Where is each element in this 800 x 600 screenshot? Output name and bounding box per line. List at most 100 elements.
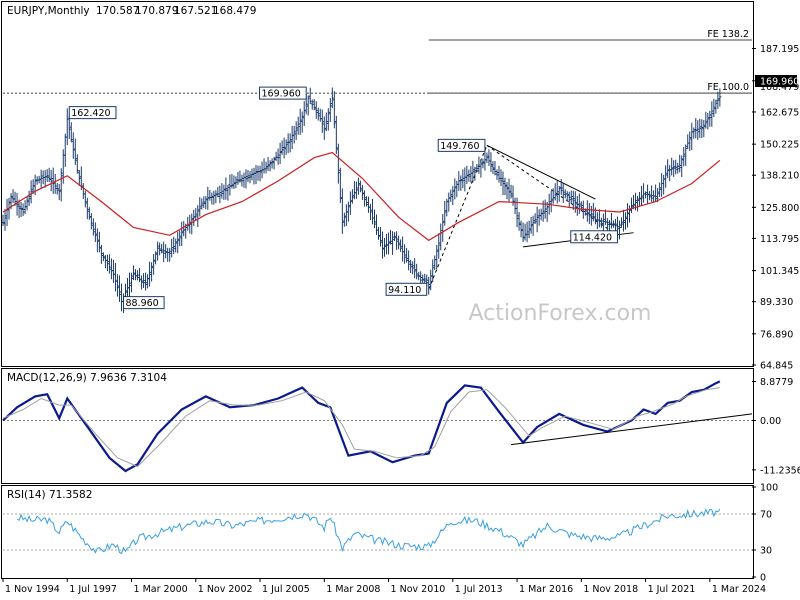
macd-y-tick-label: -11.2356 bbox=[760, 465, 800, 476]
ohlc-bar bbox=[439, 223, 443, 251]
ohlc-bar bbox=[288, 133, 292, 153]
ohlc-bar bbox=[19, 202, 23, 217]
macd-trend-line bbox=[510, 413, 753, 446]
ohlc-bar bbox=[704, 111, 708, 129]
ohlc-bar bbox=[132, 265, 136, 281]
ohlc-bar bbox=[73, 138, 77, 165]
ohlc-bar bbox=[111, 259, 115, 283]
ohlc-bar bbox=[178, 230, 182, 247]
ohlc-bar bbox=[346, 201, 350, 222]
ohlc-bar bbox=[228, 174, 232, 196]
rsi-y-tick-label: 70 bbox=[760, 510, 772, 521]
ohlc-bar bbox=[83, 190, 87, 208]
ohlc-bar bbox=[276, 148, 280, 165]
ohlc-bar bbox=[495, 169, 499, 180]
ohlc-bar bbox=[688, 131, 692, 151]
x-tick-label: 1 Nov 2002 bbox=[198, 584, 253, 595]
ohlc-bar bbox=[694, 118, 698, 139]
ohlc-bar bbox=[270, 158, 274, 169]
ohlc-bar bbox=[136, 270, 140, 281]
ohlc-bar bbox=[455, 180, 459, 198]
ohlc-bar bbox=[210, 192, 214, 205]
ohlc-bar bbox=[220, 183, 224, 199]
ohlc-bar bbox=[232, 175, 236, 189]
rsi-panel-frame bbox=[1, 485, 754, 579]
ohlc-bar bbox=[565, 191, 569, 202]
ohlc-bar bbox=[678, 154, 682, 173]
current-price-under: 168.479 bbox=[760, 82, 799, 93]
ohlc-bar bbox=[128, 272, 132, 298]
ohlc-bar bbox=[597, 209, 601, 228]
ohlc-bar bbox=[601, 213, 605, 234]
ohlc-bar bbox=[97, 231, 101, 253]
ohlc-bar bbox=[180, 221, 184, 247]
ohlc-bar bbox=[358, 180, 362, 193]
ohlc-bar bbox=[437, 233, 441, 259]
ohlc-bar bbox=[525, 221, 529, 243]
ohlc-bar bbox=[379, 226, 383, 247]
ohlc-bar bbox=[138, 267, 142, 283]
price-y-axis: 187.195174.710162.675150.225138.210125.8… bbox=[752, 44, 799, 372]
ohlc-bar bbox=[640, 185, 644, 207]
ohlc-bar bbox=[529, 216, 533, 234]
ohlc-bar bbox=[477, 156, 481, 174]
ohlc-bar bbox=[322, 116, 326, 140]
ohlc-bar bbox=[334, 115, 338, 154]
price-y-tick-label: 138.210 bbox=[760, 171, 799, 182]
ohlc-bar bbox=[45, 169, 49, 182]
ohlc-bar bbox=[443, 200, 447, 226]
ohlc-bar bbox=[328, 98, 332, 122]
ohlc-bar bbox=[567, 191, 571, 208]
ohlc-bar bbox=[170, 238, 174, 258]
ohlc-bar bbox=[638, 191, 642, 207]
ohlc-bar bbox=[144, 272, 148, 291]
ohlc-bar bbox=[300, 111, 304, 133]
price-y-tick-label: 76.890 bbox=[760, 329, 793, 340]
ohlc-bar bbox=[517, 212, 521, 231]
ohlc-bar bbox=[674, 159, 678, 175]
ohlc-bar bbox=[399, 239, 403, 252]
ohlc-bar bbox=[497, 165, 501, 183]
price-annotation-label: 88.960 bbox=[125, 298, 158, 309]
ohlc-bar bbox=[91, 218, 95, 236]
macd-lines bbox=[2, 380, 753, 473]
ohlc-bar bbox=[262, 158, 266, 174]
ohlc-bar bbox=[411, 261, 415, 275]
price-y-tick-label: 150.225 bbox=[760, 140, 799, 151]
ohlc-bar bbox=[216, 186, 220, 198]
ohlc-bar bbox=[461, 169, 465, 189]
current-price-tag-bg bbox=[755, 75, 797, 87]
ohlc-bar bbox=[182, 221, 186, 237]
price-annotation-label: 169.960 bbox=[262, 89, 301, 100]
price-annotation: 169.960 bbox=[259, 86, 307, 100]
ohlc-bar bbox=[670, 157, 674, 176]
ohlc-bar bbox=[286, 133, 290, 154]
ohlc-bar bbox=[204, 196, 208, 210]
ohlc-bar bbox=[668, 165, 672, 182]
ohlc-open: 170.587 bbox=[96, 5, 139, 17]
ohlc-bar bbox=[417, 272, 421, 281]
ohlc-bar bbox=[326, 108, 330, 131]
ohlc-bar bbox=[282, 137, 286, 159]
ohlc-bar bbox=[451, 186, 455, 206]
price-header: EURJPY,Monthly 170.587 170.879 167.521 1… bbox=[7, 5, 256, 17]
ohlc-bar bbox=[214, 190, 218, 204]
ohlc-bar bbox=[599, 217, 603, 228]
ohlc-bar bbox=[242, 172, 246, 188]
ohlc-bar bbox=[383, 237, 387, 257]
ohlc-bar bbox=[619, 217, 623, 228]
ohlc-bar bbox=[252, 167, 256, 185]
ohlc-bar bbox=[13, 191, 17, 206]
ohlc-bar bbox=[85, 197, 89, 220]
ohlc-bar bbox=[17, 199, 21, 219]
ohlc-bar bbox=[559, 178, 563, 195]
current-price-label: 169.960 bbox=[760, 77, 799, 88]
ohlc-bar bbox=[395, 231, 399, 250]
ohlc-bar bbox=[200, 198, 204, 210]
rsi-line bbox=[16, 508, 721, 555]
x-tick-label: 1 Mar 2000 bbox=[134, 584, 188, 595]
ohlc-bar bbox=[571, 190, 575, 210]
ohlc-bar bbox=[372, 209, 376, 228]
ohlc-bar bbox=[533, 213, 537, 225]
